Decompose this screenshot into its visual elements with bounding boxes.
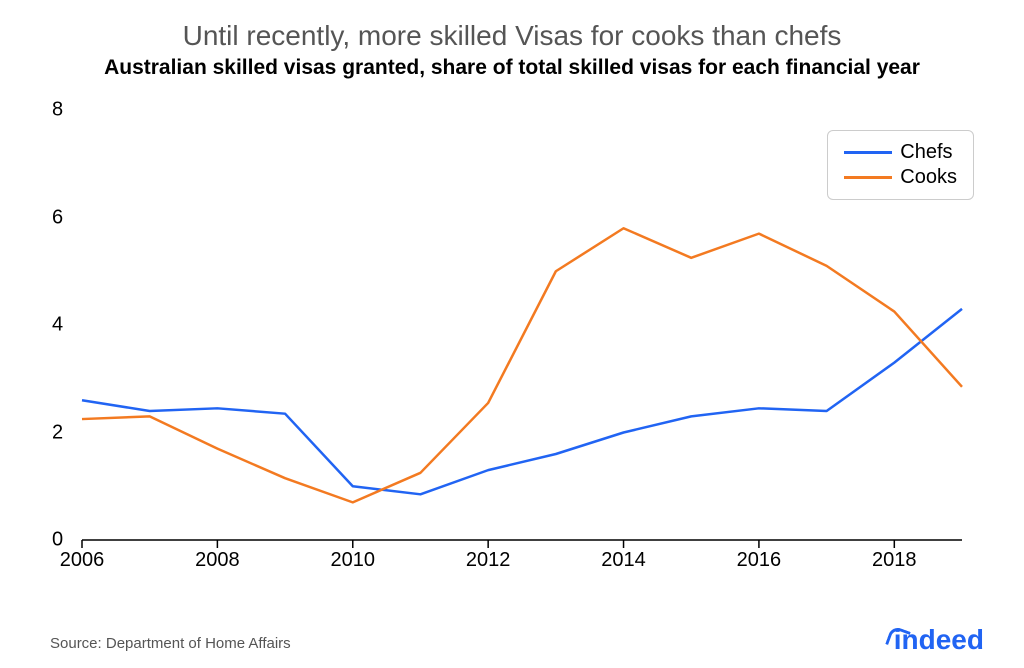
y-tick-label: 4 [52,314,63,337]
x-tick-label: 2016 [737,549,782,572]
chart-container: Until recently, more skilled Visas for c… [0,0,1024,668]
x-tick-label: 2010 [331,549,376,572]
y-tick-label: 8 [52,99,63,122]
source-text: Source: Department of Home Affairs [50,635,291,652]
legend-swatch [844,151,892,154]
x-tick-label: 2012 [466,549,511,572]
x-tick-label: 2008 [195,549,240,572]
x-tick-label: 2006 [60,549,105,572]
y-tick-label: 6 [52,206,63,229]
legend-label: Chefs [900,141,952,164]
legend-label: Cooks [900,166,957,189]
x-tick-label: 2014 [601,549,646,572]
legend-item-cooks: Cooks [844,166,957,189]
legend-swatch [844,176,892,179]
legend: ChefsCooks [827,130,974,200]
x-tick-label: 2018 [872,549,917,572]
chart-title: Until recently, more skilled Visas for c… [40,20,984,52]
legend-item-chefs: Chefs [844,141,957,164]
y-tick-label: 2 [52,421,63,444]
indeed-logo: indeed [894,624,984,656]
chart-subtitle: Australian skilled visas granted, share … [40,56,984,80]
